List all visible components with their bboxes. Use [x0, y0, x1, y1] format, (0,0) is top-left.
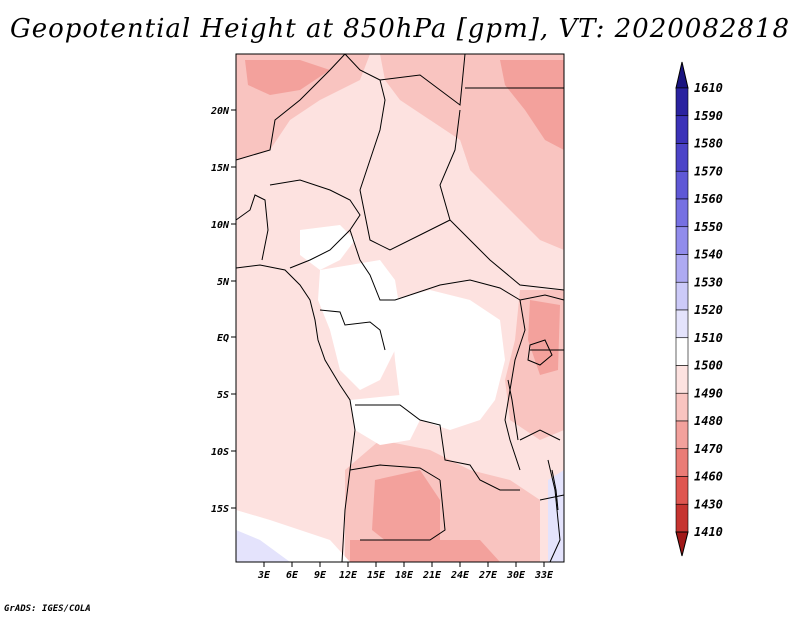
colorbar-label: 1480: [694, 414, 723, 428]
contour-1500-island: [420, 120, 470, 175]
colorbar-box: [675, 115, 689, 144]
contour-1480-southeast: [528, 300, 560, 375]
border-car: [359, 189, 451, 251]
credit-label: GrADS: IGES/COLA: [4, 604, 91, 614]
contour-1480-south: [372, 470, 440, 552]
lat-label: EQ: [217, 333, 229, 344]
colorbar-box: [675, 503, 689, 533]
colorbar-label: 1430: [694, 497, 723, 511]
longitude-axis: 3E 6E 9E 12E 15E 18E 21E 24E 27E 30E 33E: [257, 562, 554, 581]
lon-label: 3E: [257, 570, 271, 581]
colorbar-box: [675, 87, 689, 117]
lat-label: 10N: [211, 220, 230, 231]
colorbar-box: [675, 448, 689, 477]
border-north-2: [344, 53, 386, 191]
lake-victoria: [527, 339, 553, 366]
border-gabon: [319, 309, 386, 351]
border-west-small: [235, 194, 269, 261]
lon-label: 18E: [395, 570, 414, 581]
colorbar-box: [675, 392, 689, 422]
chart-title: Geopotential Height at 850hPa [gpm], VT:…: [9, 14, 791, 44]
colorbar-box: [675, 420, 689, 450]
lat-label: 10S: [211, 447, 229, 458]
lat-label: 5N: [217, 277, 230, 288]
colorbar-label: 1460: [694, 470, 723, 484]
colorbar-bottom-arrow: [675, 531, 689, 557]
border-angola: [349, 464, 441, 481]
coastline-west-africa: [235, 264, 356, 563]
lat-label: 15N: [211, 163, 230, 174]
map-frame: [235, 53, 565, 563]
colorbar-label: 1560: [694, 192, 723, 206]
colorbar-top-arrow: [675, 61, 689, 89]
lon-label: 24E: [450, 570, 470, 581]
border-sudan-west: [439, 109, 565, 291]
latitude-axis: 20N 15N 10N 5N EQ 5S 10S 15S: [210, 106, 236, 515]
colorbar-label: 1470: [694, 442, 723, 456]
lon-label: 9E: [314, 570, 327, 581]
colorbar-label: 1410: [694, 525, 723, 539]
colorbar-label: 1510: [694, 331, 723, 345]
colorbar-box: [675, 337, 689, 366]
lat-label: 20N: [210, 106, 230, 117]
colorbar-box: [675, 170, 689, 200]
colorbar: 1610 1590 1580 1570 1560 1550 1540 1530 1520 1510…: [675, 61, 723, 557]
lake-tanganyika: [507, 379, 519, 441]
lon-label: 21E: [422, 570, 442, 581]
contour-1490-northeast: [380, 54, 564, 250]
lon-label: 15E: [367, 570, 386, 581]
colorbar-box: [675, 309, 689, 339]
border-zambia: [360, 479, 446, 541]
contour-1480-southedge: [350, 540, 500, 562]
colorbar-label: 1520: [694, 303, 723, 317]
colorbar-label: 1590: [694, 109, 723, 123]
colorbar-label: 1550: [694, 220, 723, 234]
contour-1520-corner: [236, 530, 290, 562]
contour-1510-west: [300, 225, 355, 270]
lat-label: 5S: [217, 390, 229, 401]
contour-1510-southwest: [350, 395, 420, 445]
border-north-1: [235, 53, 346, 161]
colorbar-label: 1580: [694, 137, 723, 151]
colorbar-label: 1530: [694, 275, 723, 289]
colorbar-label: 1570: [694, 164, 723, 178]
colorbar-box: [675, 198, 689, 228]
border-drc-south: [355, 404, 520, 491]
colorbar-label: 1540: [694, 248, 723, 262]
colorbar-label: 1490: [694, 386, 723, 400]
lon-label: 12E: [339, 570, 358, 581]
border-malawi: [547, 459, 561, 563]
colorbar-box: [675, 143, 689, 172]
lon-label: 27E: [478, 570, 498, 581]
lon-label: 33E: [534, 570, 554, 581]
colorbar-label: 1500: [694, 359, 723, 373]
colorbar-box: [675, 476, 689, 505]
lat-label: 15S: [211, 504, 229, 515]
border-cameroon: [349, 229, 411, 301]
contour-1480-north: [245, 60, 330, 95]
colorbar-box: [675, 281, 689, 311]
border-congo-north: [409, 279, 521, 301]
border-east-1: [519, 294, 565, 301]
colorbar-box: [675, 365, 689, 394]
contour-1480-northeast: [500, 60, 564, 150]
contour-1510-congo: [390, 290, 505, 430]
colorbar-box: [675, 254, 689, 283]
border-chad-east: [379, 53, 466, 106]
lake-malawi: [551, 469, 559, 511]
lon-label: 6E: [286, 570, 299, 581]
border-east-3: [519, 429, 561, 441]
border-nigeria: [269, 179, 361, 269]
border-east-4: [539, 494, 565, 501]
colorbar-box: [675, 226, 689, 255]
colorbar-label: 1610: [694, 81, 723, 95]
contour-1510-center: [318, 260, 400, 390]
lon-label: 30E: [506, 570, 526, 581]
